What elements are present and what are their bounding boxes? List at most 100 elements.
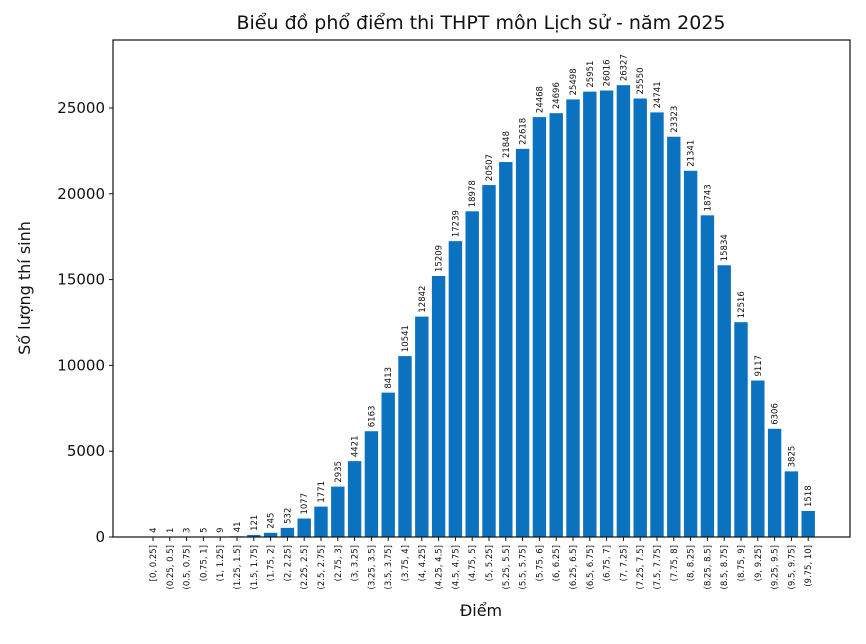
bar-value-label: 18978: [468, 180, 478, 207]
x-tick-label: (1.5, 1.75]: [250, 545, 260, 589]
bar-value-label: 21341: [687, 140, 697, 167]
y-tick-label: 5000: [67, 442, 105, 460]
x-tick-label: (6, 6.25]: [552, 545, 562, 581]
bar-value-label: 24468: [535, 86, 545, 113]
x-tick-label: (2, 2.25]: [283, 545, 293, 581]
bar-value-label: 41: [233, 521, 243, 532]
bar: [667, 137, 680, 537]
x-tick-label: (0.25, 0.5]: [166, 545, 176, 589]
bar: [348, 461, 361, 537]
x-tick-label: (6.25, 6.5]: [569, 545, 579, 589]
bar-value-label: 15834: [720, 234, 730, 261]
x-tick-label: (1.25, 1.5]: [233, 545, 243, 589]
bar: [331, 487, 344, 537]
bar-value-label: 18743: [703, 184, 713, 211]
chart-title: Biểu đồ phổ điểm thi THPT môn Lịch sử - …: [236, 12, 725, 34]
bar: [264, 533, 277, 537]
bar-value-label: 4: [149, 528, 159, 533]
bar-value-label: 6163: [367, 406, 377, 428]
x-tick-label: (8.5, 8.75]: [720, 545, 730, 589]
x-tick-label: (5.25, 5.5]: [502, 545, 512, 589]
x-tick-label: (7.25, 7.5]: [636, 545, 646, 589]
x-tick-label: (2.5, 2.75]: [317, 545, 327, 589]
bar-value-label: 23323: [670, 106, 680, 133]
bar: [768, 429, 781, 537]
bar-value-label: 26327: [619, 54, 629, 81]
bar-value-label: 1077: [300, 493, 310, 515]
x-tick-label: (8.25, 8.5]: [703, 545, 713, 589]
bar: [701, 215, 714, 537]
x-tick-label: (9, 9.25]: [754, 545, 764, 581]
bar: [583, 92, 596, 537]
bar-value-label: 21848: [502, 131, 512, 158]
x-tick-label: [0, 0.25]: [149, 545, 159, 581]
bar-value-label: 22618: [519, 118, 529, 145]
bar: [449, 241, 462, 537]
bar-value-label: 24741: [653, 81, 663, 108]
x-tick-label: (3.5, 3.75]: [384, 545, 394, 589]
bar-value-label: 9117: [754, 355, 764, 377]
bar: [785, 471, 798, 537]
bar-value-label: 9: [216, 527, 226, 532]
bar: [533, 117, 546, 537]
bar-value-label: 24696: [552, 82, 562, 109]
bar-value-label: 25951: [586, 61, 596, 88]
bar: [718, 265, 731, 537]
bar-value-label: 12842: [418, 286, 428, 313]
bar-value-label: 10541: [401, 325, 411, 352]
x-tick-label: (0.5, 0.75]: [183, 545, 193, 589]
x-tick-label: (9.5, 9.75]: [787, 545, 797, 589]
bar-value-label: 4421: [351, 435, 361, 457]
x-tick-label: (7.75, 8]: [670, 545, 680, 581]
y-tick-label: 10000: [57, 356, 105, 374]
bar: [617, 85, 630, 537]
bar: [650, 112, 663, 537]
x-tick-label: (6.5, 6.75]: [586, 545, 596, 589]
bar: [751, 381, 764, 537]
bar: [516, 149, 529, 537]
bar-value-label: 8413: [384, 367, 394, 389]
bar-value-label: 121: [250, 515, 260, 531]
bar-value-label: 26016: [603, 59, 613, 86]
bar-value-label: 1518: [804, 485, 814, 507]
bar-value-label: 2935: [334, 461, 344, 483]
x-tick-label: (5.5, 5.75]: [519, 545, 529, 589]
bar: [802, 511, 815, 537]
bar: [482, 185, 495, 537]
bar: [600, 91, 613, 537]
bar-value-label: 6306: [771, 403, 781, 425]
bar-value-label: 20507: [485, 154, 495, 181]
y-tick-label: 25000: [57, 99, 105, 117]
x-tick-label: (1.75, 2]: [267, 545, 277, 581]
x-tick-label: (6.75, 7]: [603, 545, 613, 581]
bar-value-label: 17239: [451, 210, 461, 237]
bar: [684, 171, 697, 537]
bar: [499, 162, 512, 537]
x-tick-label: (4.25, 4.5]: [435, 545, 445, 589]
bar: [734, 322, 747, 537]
bar-value-label: 532: [283, 508, 293, 524]
x-tick-label: (5, 5.25]: [485, 545, 495, 581]
bar: [566, 99, 579, 537]
bar: [398, 356, 411, 537]
y-axis-label: Số lượng thí sinh: [15, 221, 34, 355]
x-tick-label: (8.75, 9]: [737, 545, 747, 581]
bar: [415, 317, 428, 537]
x-tick-label: (5.75, 6]: [535, 545, 545, 581]
x-tick-label: (9.25, 9.5]: [771, 545, 781, 589]
bar-value-label: 1: [166, 528, 176, 533]
bar: [281, 528, 294, 537]
bar: [550, 113, 563, 537]
x-tick-label: (9.75, 10]: [804, 545, 814, 587]
x-tick-label: (2.25, 2.5]: [300, 545, 310, 589]
bar: [314, 507, 327, 537]
x-tick-label: (4.75, 5]: [468, 545, 478, 581]
bar-value-label: 25498: [569, 68, 579, 95]
bar: [634, 99, 647, 537]
bar: [382, 393, 395, 537]
bar-value-label: 25550: [636, 67, 646, 94]
x-tick-label: (7, 7.25]: [619, 545, 629, 581]
x-tick-label: (3, 3.25]: [351, 545, 361, 581]
bar: [466, 211, 479, 537]
